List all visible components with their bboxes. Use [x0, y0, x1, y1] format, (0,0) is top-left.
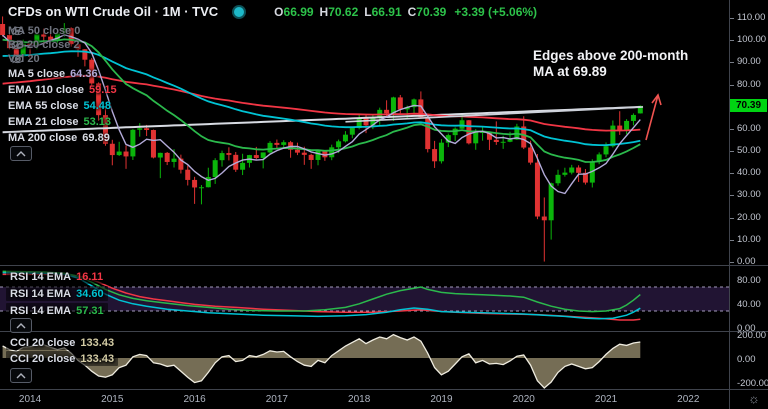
- main-candlestick-pane[interactable]: [0, 0, 729, 265]
- cci-indicator-pane[interactable]: [0, 332, 729, 389]
- price-tick-label: 10.00: [737, 233, 761, 245]
- settings-gear-icon[interactable]: ☼: [748, 391, 760, 406]
- hidden-eye-icon[interactable]: [11, 40, 24, 50]
- rsi-tick-label: 0.00: [737, 323, 756, 334]
- high-label: H: [319, 4, 329, 19]
- open-label: O: [274, 4, 284, 19]
- legend-cci-1[interactable]: CCI 20 close 133.43: [6, 335, 119, 350]
- year-label: 2014: [18, 394, 42, 405]
- time-axis[interactable]: 2014 2015 2016 2017 2018 2019 2020 2021 2022: [0, 390, 768, 409]
- pane-separator[interactable]: [0, 265, 768, 266]
- cci-tick-label: 200.00: [737, 330, 767, 341]
- close-label: C: [407, 4, 417, 19]
- time-axis-separator: [0, 389, 768, 390]
- legend-rsi-3[interactable]: RSI 14 EMA 57.31: [6, 303, 108, 318]
- price-tick-label: 80.00: [737, 78, 761, 90]
- price-tick-mark: [730, 17, 734, 19]
- legend-ma5[interactable]: MA 5 close 64.36: [8, 67, 98, 80]
- rsi-pane-collapse-button[interactable]: [10, 318, 32, 333]
- legend-rsi-2[interactable]: RSI 14 EMA 34.60: [6, 286, 108, 301]
- price-tick-mark: [730, 40, 734, 42]
- legend-cci-2[interactable]: CCI 20 close 133.43: [6, 351, 119, 366]
- cci-tick-label: 0.00: [737, 354, 756, 365]
- price-tick-mark: [730, 84, 734, 86]
- legend-vol[interactable]: Vol 20: [8, 52, 40, 65]
- open-value: 66.99: [283, 4, 314, 19]
- hidden-eye-icon[interactable]: [11, 54, 24, 64]
- chevron-up-icon: [16, 372, 26, 378]
- price-tick-label: 100.00: [737, 34, 767, 46]
- text-annotation[interactable]: Edges above 200-month MA at 69.89: [533, 48, 689, 79]
- low-value: 66.91: [371, 4, 402, 19]
- year-label: 2017: [265, 394, 288, 405]
- price-tick-label: 60.00: [737, 122, 761, 134]
- rsi-tick-label: 40.00: [737, 299, 761, 310]
- price-tick-label: 50.00: [737, 145, 761, 157]
- price-tick-mark: [730, 62, 734, 64]
- price-tick-label: 0.00: [737, 256, 756, 267]
- close-value: 70.39: [416, 4, 447, 19]
- data-mode-dot-icon: [232, 4, 247, 19]
- price-tick-mark: [730, 151, 734, 153]
- legend-ema55[interactable]: EMA 55 close 54.48: [8, 99, 112, 112]
- current-price-label: 70.39: [730, 99, 767, 113]
- price-tick-label: 30.00: [737, 189, 761, 201]
- pane-separator[interactable]: [0, 331, 768, 332]
- price-tick-mark: [730, 195, 734, 197]
- chevron-up-icon: [16, 322, 26, 328]
- rsi-indicator-pane[interactable]: [0, 266, 729, 331]
- price-axis-border: [729, 0, 730, 409]
- price-tick-label: 90.00: [737, 56, 761, 68]
- ohlc-readout: O66.99 H70.62 L66.91 C70.39 +3.39 (+5.06…: [274, 5, 537, 19]
- rsi-tick-label: 80.00: [737, 275, 761, 286]
- year-label: 2022: [677, 394, 700, 405]
- price-tick-mark: [730, 239, 734, 241]
- legend-ma50[interactable]: MA 50 close 0: [8, 24, 81, 37]
- price-axis[interactable]: 110.00 100.00 90.00 80.00 60.00 50.00 40.00 30.…: [730, 0, 768, 389]
- price-tick-mark: [730, 173, 734, 175]
- year-label: 2016: [183, 394, 206, 405]
- price-tick-label: 40.00: [737, 167, 761, 179]
- year-label: 2019: [430, 394, 453, 405]
- cci-tick-label: -200.00: [737, 378, 768, 389]
- year-label: 2015: [101, 394, 124, 405]
- high-value: 70.62: [328, 4, 359, 19]
- hidden-eye-icon[interactable]: [11, 26, 24, 36]
- year-label: 2021: [594, 394, 618, 405]
- legend-ema110[interactable]: EMA 110 close 59.15: [8, 83, 117, 96]
- price-tick-mark: [730, 217, 734, 219]
- cci-pane-collapse-button[interactable]: [10, 368, 32, 383]
- symbol-title[interactable]: CFDs on WTI Crude Oil · 1M · TVC: [8, 4, 219, 19]
- main-pane-collapse-button[interactable]: [10, 146, 32, 161]
- low-label: L: [364, 4, 372, 19]
- legend-ma200[interactable]: MA 200 close 69.89: [8, 131, 110, 144]
- price-tick-mark: [730, 128, 734, 130]
- year-label: 2018: [348, 394, 371, 405]
- price-tick-label: 110.00: [737, 11, 766, 23]
- price-tick-mark: [730, 262, 734, 263]
- legend-rsi-1[interactable]: RSI 14 EMA 16.11: [6, 269, 108, 284]
- change-value: +3.39 (+5.06%): [454, 4, 538, 19]
- legend-bb[interactable]: BB 20 close 2: [8, 38, 80, 51]
- year-label: 2020: [512, 394, 535, 405]
- chart-header: CFDs on WTI Crude Oil · 1M · TVC O66.99 …: [8, 4, 537, 19]
- legend-ema21[interactable]: EMA 21 close 53.13: [8, 115, 112, 128]
- chevron-up-icon: [16, 150, 26, 156]
- price-tick-label: 20.00: [737, 211, 761, 223]
